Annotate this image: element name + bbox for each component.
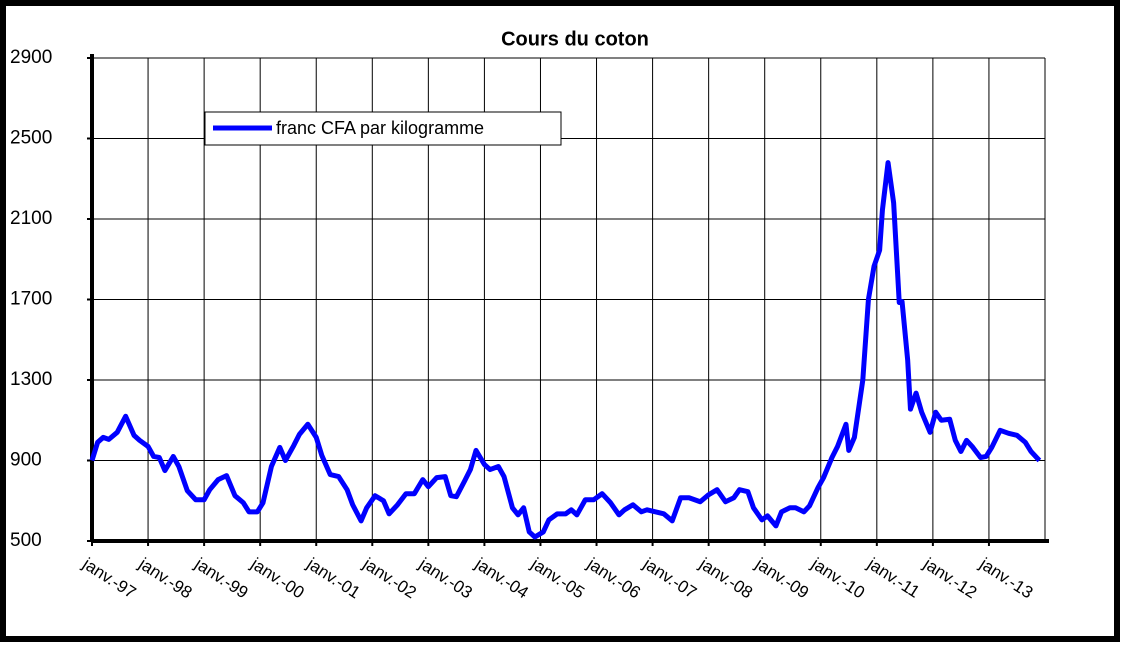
chart-title: Cours du coton xyxy=(501,28,649,50)
y-tick-label: 2500 xyxy=(10,128,52,149)
y-tick-label: 1300 xyxy=(10,369,52,390)
y-tick-label: 500 xyxy=(10,530,42,551)
y-tick-label: 2900 xyxy=(10,47,52,68)
data-line xyxy=(89,160,1042,540)
legend-label: franc CFA par kilogramme xyxy=(276,118,484,138)
y-tick-label: 1700 xyxy=(10,289,52,310)
y-tick-label: 2100 xyxy=(10,208,52,229)
y-tick-label: 900 xyxy=(10,450,42,471)
